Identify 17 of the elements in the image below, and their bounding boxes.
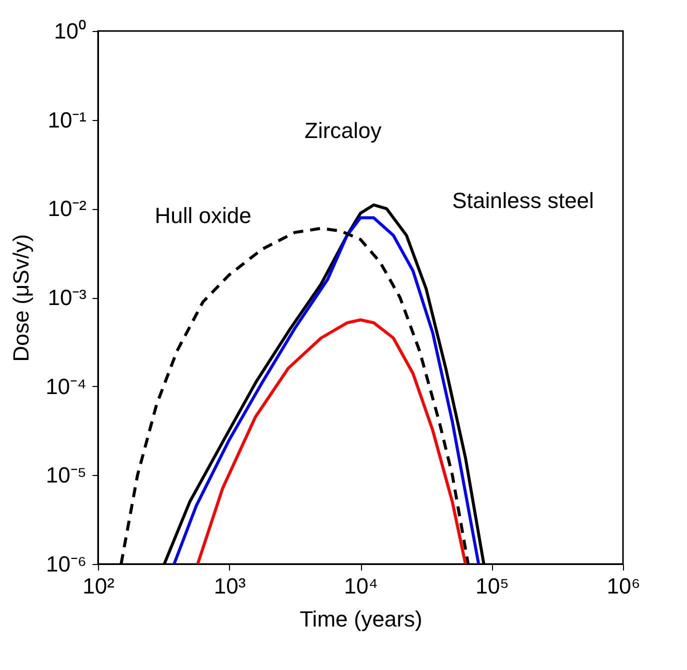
x-tick-label: 10⁶ (606, 574, 640, 598)
x-tick-label: 10² (82, 574, 114, 598)
y-tick-label: 10⁻³ (48, 285, 86, 310)
y-axis-title: Dose (μSv/y) (8, 234, 34, 362)
y-tick-label: 10⁻⁴ (46, 374, 86, 399)
x-tick-label: 10⁴ (344, 574, 378, 598)
y-tick-label: 10⁻⁶ (46, 552, 86, 576)
x-tick-label: 10⁵ (475, 574, 510, 598)
x-axis-title: Time (years) (300, 606, 422, 632)
y-tick-label: 10⁻² (48, 196, 86, 222)
annotation: Hull oxide (154, 203, 252, 228)
y-tick-label: 10⁻¹ (48, 107, 86, 132)
x-tick-label: 10³ (214, 574, 246, 598)
annotation: Zircaloy (304, 118, 382, 143)
annotation: Stainless steel (452, 188, 594, 213)
y-tick-label: 10⁰ (54, 18, 86, 44)
y-tick-label: 10⁻⁵ (46, 462, 86, 488)
